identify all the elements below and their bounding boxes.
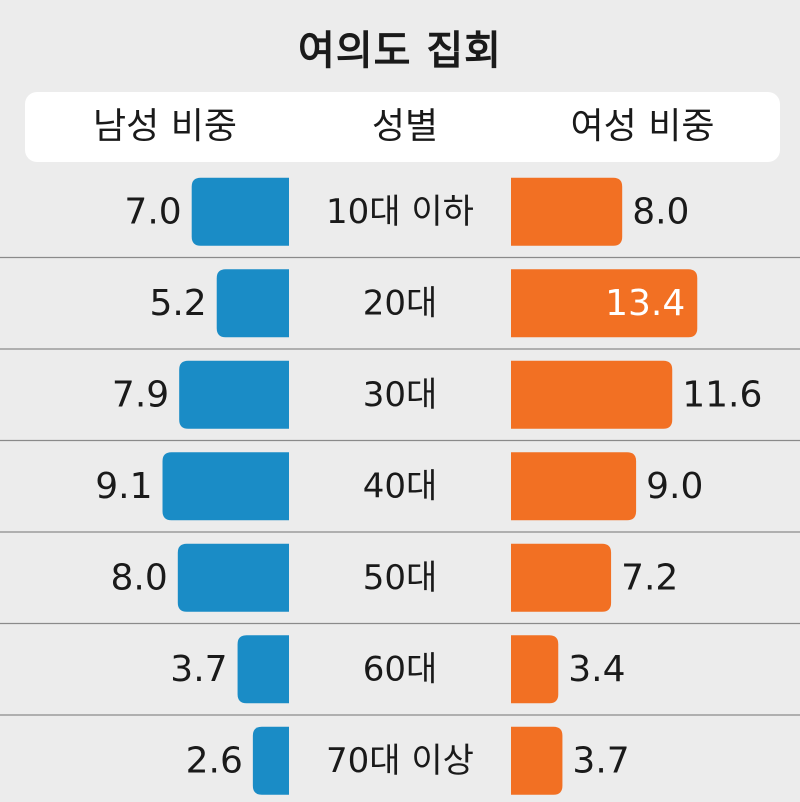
female-value-label: 9.0 — [646, 466, 703, 507]
category-label: 30대 — [363, 375, 438, 415]
male-share-header: 남성 비중 — [93, 106, 237, 147]
category-label: 50대 — [363, 558, 438, 598]
female-bar — [511, 177, 623, 246]
male-bar — [179, 360, 289, 429]
female-bar — [511, 360, 673, 429]
female-value-label: 3.7 — [572, 740, 629, 781]
female-bar — [511, 543, 612, 612]
chart-title: 여의도 집회 — [298, 28, 502, 74]
male-bar — [252, 726, 289, 795]
category-label: 60대 — [363, 649, 438, 689]
category-label: 10대 이하 — [326, 192, 474, 232]
male-bar — [237, 635, 289, 704]
male-bar — [216, 269, 289, 338]
female-bar — [511, 452, 637, 521]
female-value-label: 3.4 — [568, 649, 625, 690]
male-bar — [162, 452, 289, 521]
male-value-label: 8.0 — [111, 557, 168, 598]
category-label: 20대 — [363, 283, 438, 323]
male-value-label: 9.1 — [95, 466, 152, 507]
male-value-label: 7.9 — [112, 374, 169, 415]
category-label: 70대 이상 — [326, 741, 474, 781]
category-label: 40대 — [363, 466, 438, 506]
female-share-header: 여성 비중 — [570, 106, 715, 147]
male-bar — [177, 543, 289, 612]
male-value-label: 2.6 — [186, 740, 243, 781]
column-header: 남성 비중 성별 여성 비중 — [25, 92, 780, 162]
female-bar — [511, 635, 559, 704]
female-bar — [511, 269, 698, 338]
male-bar — [191, 177, 289, 246]
female-value-label: 11.6 — [682, 374, 762, 415]
female-value-label: 8.0 — [632, 191, 689, 232]
female-value-label: 7.2 — [621, 557, 678, 598]
female-bar — [511, 726, 563, 795]
male-value-label: 3.7 — [170, 649, 227, 690]
male-value-label: 5.2 — [149, 283, 206, 324]
male-value-label: 7.0 — [124, 191, 181, 232]
female-value-label: 13.4 — [605, 283, 685, 324]
gender-age-header: 성별 — [371, 106, 439, 147]
